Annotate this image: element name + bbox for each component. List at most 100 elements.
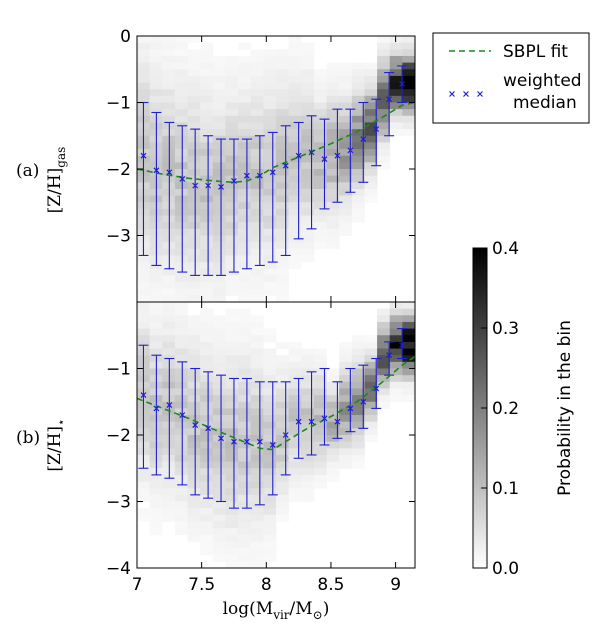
heatmap-cell	[225, 142, 239, 150]
heatmap-cell	[250, 95, 264, 103]
heatmap-cell	[238, 441, 252, 449]
heatmap-cell	[187, 534, 201, 542]
heatmap-cell	[364, 149, 378, 157]
heatmap-cell	[238, 42, 252, 50]
heatmap-cell	[238, 75, 252, 83]
heatmap-cell	[187, 169, 201, 177]
heatmap-cell	[238, 142, 252, 150]
heatmap-cell	[301, 102, 315, 110]
heatmap-cell	[326, 89, 340, 97]
heatmap-cell	[137, 488, 151, 496]
heatmap-cell	[200, 215, 214, 223]
xtick-label: 7.5	[188, 575, 215, 595]
heatmap-cell	[364, 82, 378, 90]
heatmap-cell	[162, 488, 176, 496]
median-point	[192, 182, 199, 189]
heatmap-cell	[276, 175, 290, 183]
heatmap-cell	[250, 521, 264, 529]
heatmap-cell	[326, 115, 340, 123]
heatmap-cell	[225, 308, 239, 316]
heatmap-cell	[238, 248, 252, 256]
ylabel-a-sub: gas	[54, 147, 68, 168]
heatmap-cell	[225, 481, 239, 489]
heatmap-cell	[326, 95, 340, 103]
heatmap-cell	[301, 401, 315, 409]
yticks-b: −1 −2 −3 −4	[106, 360, 415, 579]
heatmap-cell	[174, 242, 188, 250]
ylabel-b: [Z/H]⋆	[45, 418, 68, 471]
heatmap-cell	[364, 348, 378, 356]
heatmap-cell	[174, 441, 188, 449]
heatmap-cell	[301, 481, 315, 489]
heatmap-cell	[250, 401, 264, 409]
heatmap-cell	[174, 188, 188, 196]
heatmap-cell	[174, 169, 188, 177]
heatmap-cell	[149, 481, 163, 489]
heatmap-cell	[301, 468, 315, 476]
heatmap-cell	[364, 361, 378, 369]
heatmap-cell	[313, 222, 327, 230]
heatmap-cell	[174, 315, 188, 323]
heatmap-cell	[351, 415, 365, 423]
heatmap-cell	[339, 435, 353, 443]
heatmap-cell	[149, 82, 163, 90]
heatmap-cell	[187, 122, 201, 130]
heatmap-cell	[187, 89, 201, 97]
heatmap-cell	[212, 215, 226, 223]
heatmap-b	[137, 302, 415, 568]
heatmap-cell	[187, 388, 201, 396]
heatmap-cell	[339, 69, 353, 77]
heatmap-cell	[187, 375, 201, 383]
heatmap-cell	[288, 421, 302, 429]
heatmap-cell	[313, 348, 327, 356]
heatmap-cell	[288, 481, 302, 489]
heatmap-cell	[187, 208, 201, 216]
heatmap-cell	[225, 468, 239, 476]
heatmap-cell	[200, 228, 214, 236]
heatmap-cell	[200, 208, 214, 216]
heatmap-cell	[200, 49, 214, 57]
heatmap-cell	[364, 401, 378, 409]
heatmap-cell	[137, 288, 151, 296]
heatmap-cell	[339, 441, 353, 449]
heatmap-cell	[250, 315, 264, 323]
heatmap-cell	[339, 421, 353, 429]
heatmap-cell	[288, 248, 302, 256]
heatmap-cell	[238, 395, 252, 403]
heatmap-cell	[276, 474, 290, 482]
heatmap-cell	[377, 315, 391, 323]
heatmap-cell	[276, 162, 290, 170]
heatmap-cell	[288, 122, 302, 130]
heatmap-cell	[162, 55, 176, 63]
heatmap-cell	[276, 408, 290, 416]
heatmap-cell	[276, 401, 290, 409]
heatmap-cell	[187, 528, 201, 536]
heatmap-cell	[200, 408, 214, 416]
heatmap-cell	[238, 182, 252, 190]
heatmap-cell	[301, 182, 315, 190]
heatmap-cell	[276, 242, 290, 250]
heatmap-cell	[200, 248, 214, 256]
heatmap-cell	[301, 69, 315, 77]
panel-letter-a: (a)	[16, 161, 39, 181]
heatmap-cell	[225, 408, 239, 416]
heatmap-cell	[200, 62, 214, 70]
heatmap-cell	[174, 202, 188, 210]
heatmap-cell	[313, 228, 327, 236]
colorbar-tick-label: 0.3	[492, 319, 519, 339]
heatmap-cell	[200, 321, 214, 329]
heatmap-cell	[389, 109, 403, 117]
heatmap-cell	[212, 448, 226, 456]
heatmap-cell	[263, 541, 277, 549]
heatmap-cell	[288, 428, 302, 436]
heatmap-cell	[174, 75, 188, 83]
heatmap-cell	[377, 62, 391, 70]
heatmap-cell	[326, 474, 340, 482]
heatmap-cell	[225, 129, 239, 137]
heatmap-cell	[402, 388, 415, 396]
heatmap-cell	[263, 235, 277, 243]
heatmap-cell	[250, 169, 264, 177]
heatmap-cell	[225, 149, 239, 157]
heatmap-cell	[377, 109, 391, 117]
heatmap-cell	[200, 441, 214, 449]
